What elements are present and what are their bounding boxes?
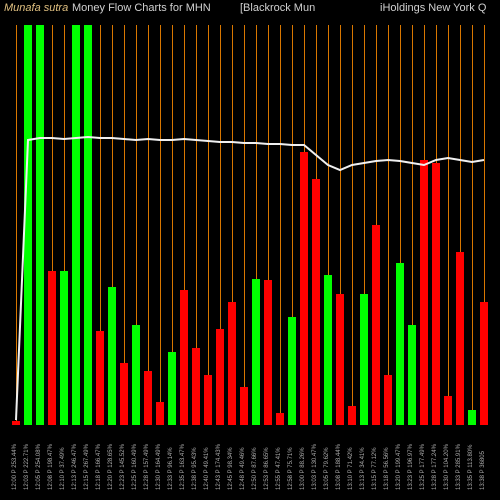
bar	[12, 421, 20, 425]
bar	[156, 402, 164, 425]
bar	[240, 387, 248, 425]
bar	[60, 271, 68, 425]
bar	[36, 25, 44, 425]
x-label: 12:40 P 49.41%	[204, 447, 210, 490]
x-label: 12:30 P 164.49%	[156, 444, 162, 490]
x-label: 13:33 P 285.91%	[456, 444, 462, 490]
bar	[360, 294, 368, 425]
bar	[420, 160, 428, 425]
x-label: 12:28 P 157.49%	[144, 444, 150, 490]
bar	[276, 413, 284, 425]
bar	[204, 375, 212, 425]
x-label: 13:23 P 196.97%	[408, 444, 414, 490]
bar	[468, 410, 476, 425]
gridline	[160, 25, 161, 425]
x-label: 12:45 P 98.34%	[228, 447, 234, 490]
money-flow-chart	[10, 25, 490, 425]
x-label: 12:20 P 128.65%	[108, 444, 114, 490]
trend-line-svg	[10, 25, 490, 425]
bar	[24, 25, 32, 425]
x-label: 13:25 P 177.49%	[420, 444, 426, 490]
bar	[84, 25, 92, 425]
bar	[372, 225, 380, 425]
gridline	[280, 25, 281, 425]
gridline	[388, 25, 389, 425]
x-label: 13:00 P 88.26%	[300, 447, 306, 490]
bar	[384, 375, 392, 425]
x-label: 12:18 P 166.47%	[96, 444, 102, 490]
x-label: 12:53 P 86.65%	[264, 447, 270, 490]
x-label: 13:35 P 113.80%	[468, 445, 474, 490]
x-label: 12:35 P 163.47%	[180, 444, 186, 490]
x-label: 13:13 P 34.41%	[360, 447, 366, 490]
x-axis-labels: 12:00 P 253.44% 12:03 P 222.71% 12:05 P 25…	[10, 430, 490, 490]
bar	[48, 271, 56, 425]
x-label: 12:43 P 174.43%	[216, 444, 222, 490]
x-label: 12:58 P 75.71%	[288, 447, 294, 490]
x-label: 12:05 P 254.08%	[36, 444, 42, 490]
bar	[480, 302, 488, 425]
gridline	[16, 25, 17, 425]
gridline	[352, 25, 353, 425]
gridline	[472, 25, 473, 425]
x-label: 13:28 P 177.24%	[432, 444, 438, 490]
bar	[132, 325, 140, 425]
x-label: 12:33 P 96.14%	[168, 447, 174, 490]
bar	[96, 331, 104, 425]
x-label: 13:38 P 36805	[480, 451, 486, 490]
bar	[252, 279, 260, 425]
x-label: 13:03 P 130.47%	[312, 444, 318, 490]
x-label: 13:10 P 71.42%	[348, 447, 354, 490]
gridline	[208, 25, 209, 425]
bar	[108, 287, 116, 425]
chart-container: Munafa sutra Money Flow Charts for MHN […	[0, 0, 500, 500]
bar	[324, 275, 332, 425]
bar	[228, 302, 236, 425]
x-label: 12:50 P 87.66%	[252, 447, 258, 490]
bar	[396, 263, 404, 425]
bar	[408, 325, 416, 425]
x-label: 13:20 P 199.47%	[396, 444, 402, 490]
x-label: 12:38 P 95.43%	[192, 447, 198, 490]
x-label: 12:48 P 49.46%	[240, 447, 246, 490]
gridline	[244, 25, 245, 425]
gridline	[448, 25, 449, 425]
bar	[192, 348, 200, 425]
bar	[432, 163, 440, 425]
bar	[144, 371, 152, 425]
bar	[348, 406, 356, 425]
header-brand: Munafa sutra	[4, 2, 68, 14]
x-label: 12:25 P 160.49%	[132, 444, 138, 490]
bar	[456, 252, 464, 425]
bar	[288, 317, 296, 425]
x-label: 12:08 P 198.47%	[48, 444, 54, 490]
bar	[312, 179, 320, 425]
gridline	[148, 25, 149, 425]
x-label: 13:05 P 79.62%	[324, 447, 330, 490]
bar	[336, 294, 344, 425]
bar	[216, 329, 224, 425]
bar	[444, 396, 452, 425]
x-label: 13:08 P 188.44%	[336, 444, 342, 490]
header-title-3: iHoldings New York Q	[380, 2, 486, 14]
header-title-2: [Blackrock Mun	[240, 2, 315, 14]
x-label: 13:18 P 56.56%	[384, 447, 390, 490]
header-title-1: Money Flow Charts for MHN	[72, 2, 211, 14]
bar	[120, 363, 128, 425]
bar	[180, 290, 188, 425]
bar	[72, 25, 80, 425]
x-label: 13:15 P 77.12%	[372, 447, 378, 490]
bar	[300, 152, 308, 425]
x-label: 12:03 P 222.71%	[24, 444, 30, 490]
bar	[264, 280, 272, 425]
x-label: 12:10 P 37.49%	[60, 447, 66, 490]
x-label: 12:15 P 267.49%	[84, 444, 90, 490]
x-label: 13:30 P 104.20%	[444, 444, 450, 490]
chart-header: Munafa sutra Money Flow Charts for MHN […	[0, 2, 500, 18]
x-label: 12:55 P 47.41%	[276, 447, 282, 490]
bar	[168, 352, 176, 425]
x-label: 12:00 P 253.44%	[12, 444, 18, 490]
x-label: 12:13 P 246.47%	[72, 444, 78, 490]
x-label: 12:23 P 145.52%	[120, 444, 126, 490]
